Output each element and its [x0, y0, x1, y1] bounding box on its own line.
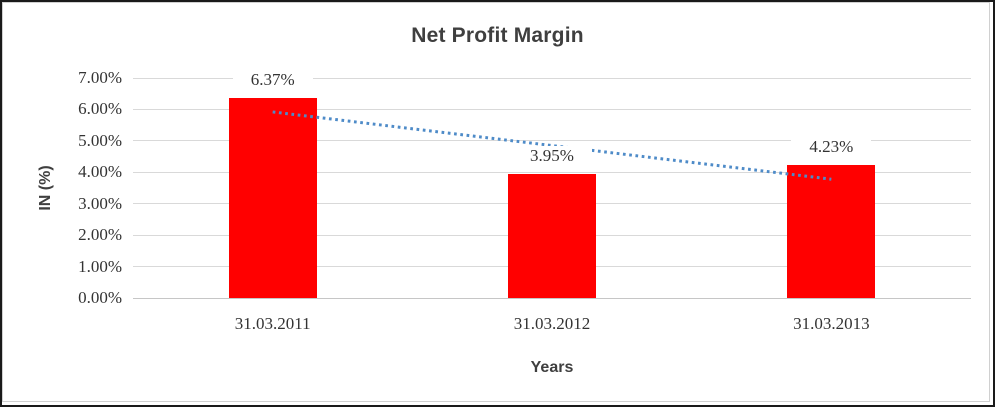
gridline [133, 171, 971, 173]
gridline [133, 140, 971, 142]
x-axis-line [133, 297, 971, 299]
bar-data-label: 4.23% [791, 137, 872, 157]
trendline [272, 110, 832, 181]
x-category-label: 31.03.2011 [234, 314, 311, 333]
bar-31.03.2011 [228, 97, 317, 298]
y-tick-label: 6.00% [78, 99, 122, 119]
chart-frame [2, 2, 990, 402]
bar-31.03.2012 [508, 173, 596, 298]
bar-data-label: 3.95% [512, 145, 592, 165]
y-tick-label: 5.00% [78, 130, 122, 150]
x-category-label: 31.03.2013 [793, 314, 870, 333]
bar-data-label: 6.37% [232, 69, 313, 89]
plot-area [133, 77, 971, 299]
y-tick-label: 2.00% [78, 225, 122, 245]
gridline [133, 108, 971, 110]
y-tick-label: 3.00% [78, 193, 122, 213]
x-axis-title: Years [530, 359, 574, 376]
bar-31.03.2013 [787, 165, 876, 298]
y-tick-label: 1.00% [78, 256, 122, 276]
chart-title: Net Profit Margin [411, 24, 584, 47]
x-category-label: 31.03.2012 [513, 314, 591, 333]
y-tick-label: 4.00% [78, 162, 122, 182]
y-tick-label: 0.00% [78, 288, 122, 307]
y-tick-label: 7.00% [78, 68, 122, 87]
gridline [133, 77, 971, 79]
